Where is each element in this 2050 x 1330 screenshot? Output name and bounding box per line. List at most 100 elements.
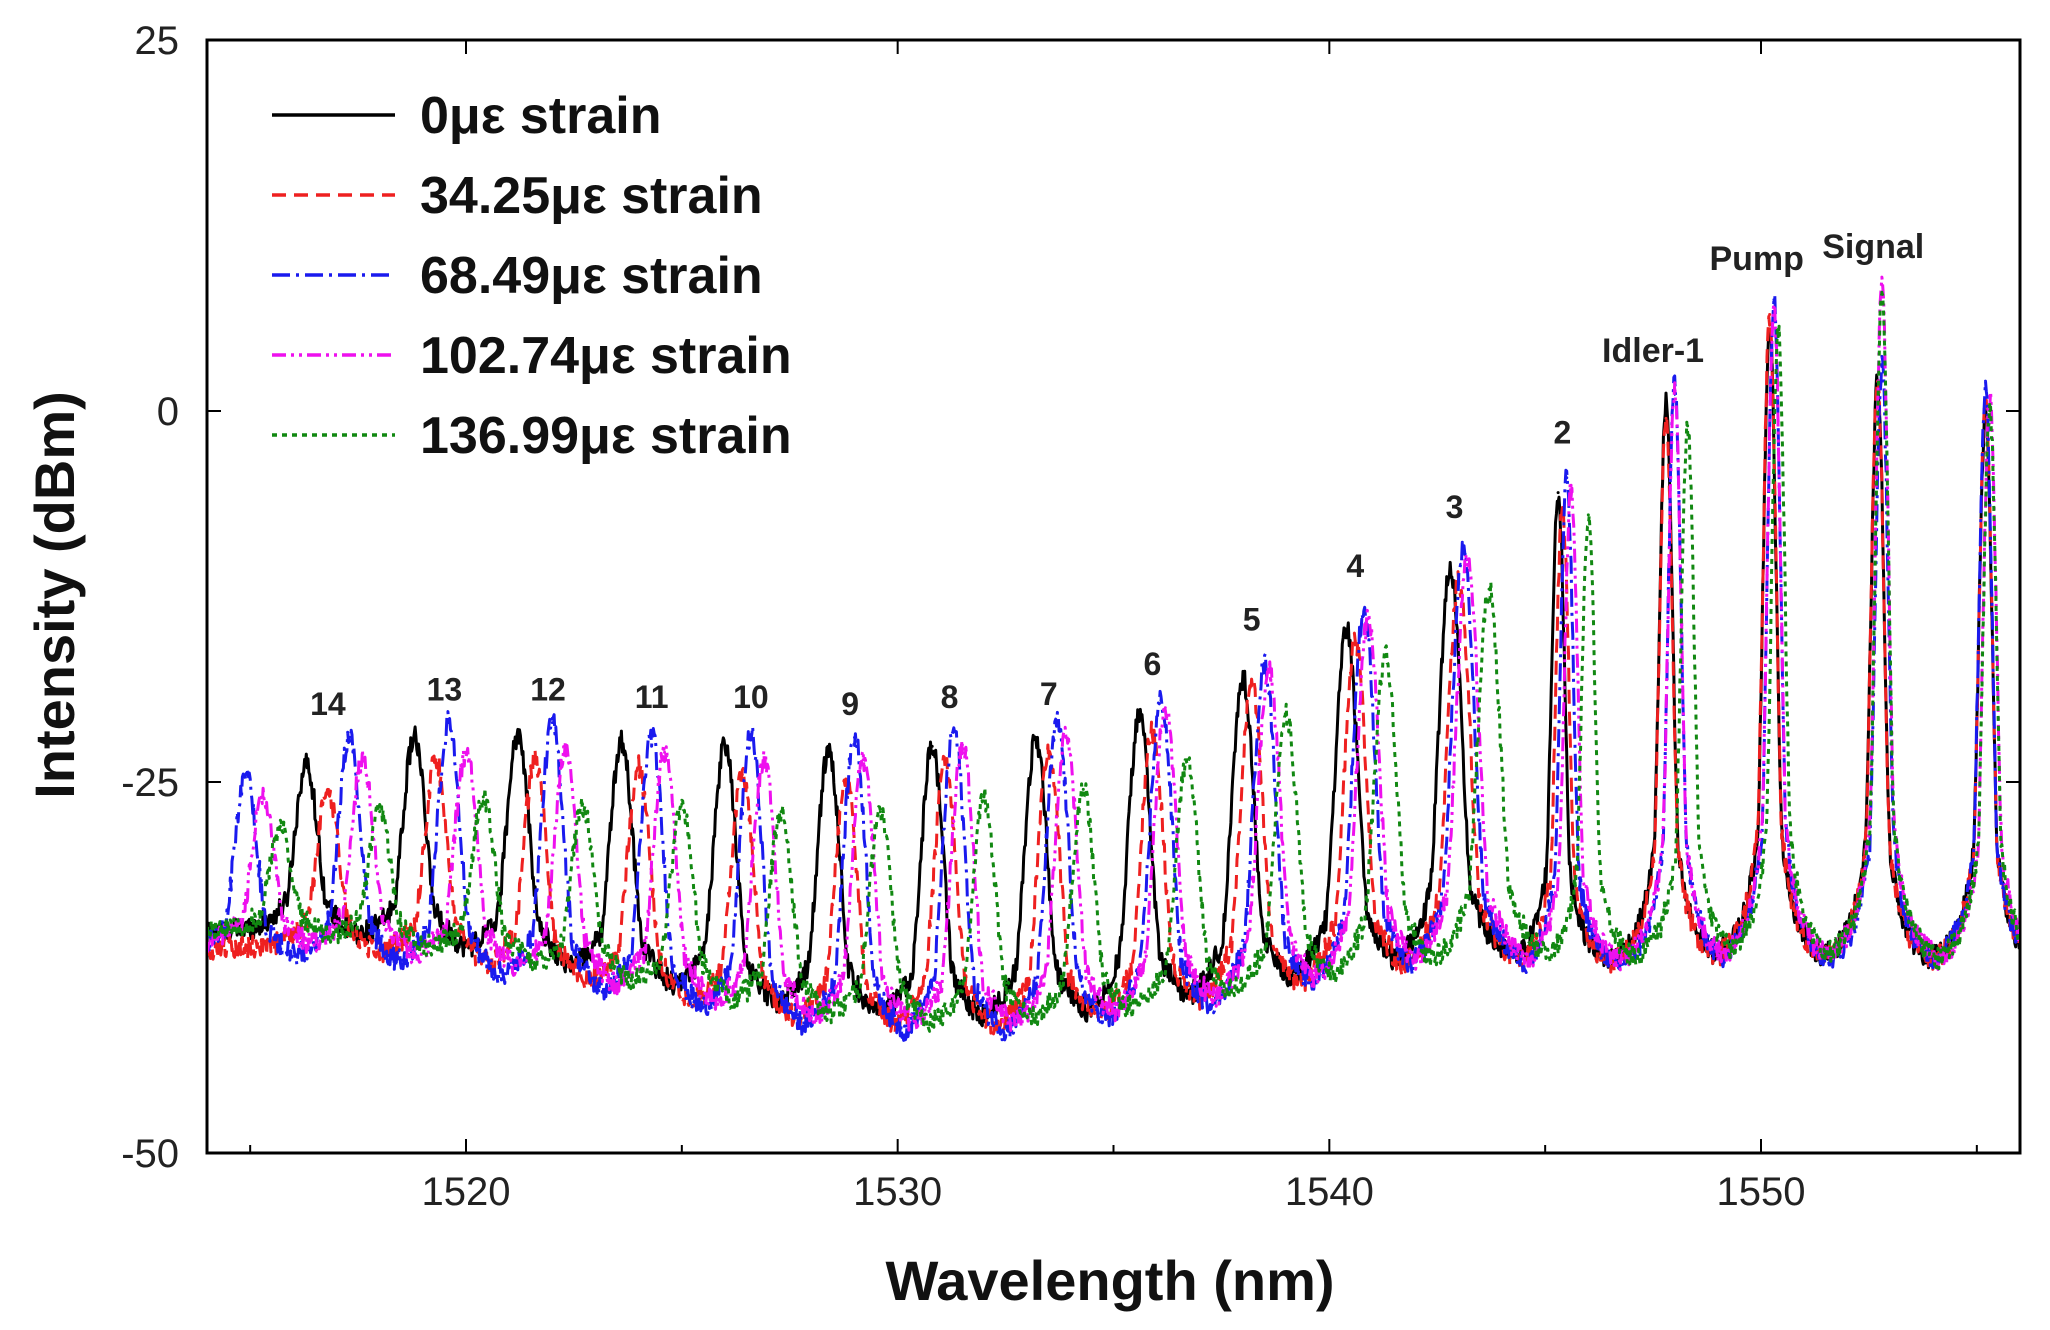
- y-tick-label: -50: [121, 1132, 179, 1176]
- peak-point: [844, 777, 848, 781]
- series-line-4: [208, 291, 2019, 1033]
- peak-point: [861, 758, 865, 762]
- x-tick-label: 1550: [1717, 1170, 1806, 1214]
- peak-point: [762, 758, 766, 762]
- peak-point: [360, 758, 364, 762]
- peak-annotation: 4: [1346, 548, 1364, 584]
- peak-point: [827, 747, 831, 751]
- peak-annotation: 12: [530, 671, 566, 707]
- peak-point: [1880, 364, 1884, 368]
- peak-point: [1880, 283, 1884, 287]
- peak-point: [533, 758, 537, 762]
- peak-point: [278, 825, 282, 829]
- legend: 0με strain 34.25με strain 68.49με strain 10…: [272, 87, 792, 465]
- peak-point: [1362, 609, 1366, 613]
- peak-annotation: 11: [635, 679, 669, 715]
- peak-point: [663, 750, 667, 754]
- peak-point: [1776, 327, 1780, 331]
- y-axis-title: Intensity (dBm): [23, 391, 86, 799]
- peak-point: [1150, 728, 1154, 732]
- peak-point: [1055, 721, 1059, 725]
- legend-label: 102.74με strain: [420, 327, 792, 385]
- peak-point: [779, 810, 783, 814]
- peak-point: [412, 735, 416, 739]
- peak-annotation: 10: [733, 679, 769, 715]
- peak-point: [1556, 491, 1560, 495]
- peak-point: [1880, 290, 1884, 294]
- legend-label: 136.99με strain: [420, 407, 792, 465]
- peak-point: [1263, 661, 1267, 665]
- peak-point: [481, 795, 485, 799]
- peak-point: [740, 773, 744, 777]
- peak-point: [1366, 617, 1370, 621]
- peak-point: [1241, 676, 1245, 680]
- peak-point: [1137, 713, 1141, 717]
- peak-point: [878, 810, 882, 814]
- legend-label: 68.49με strain: [420, 247, 763, 305]
- peak-point: [1064, 735, 1068, 739]
- peak-annotation: 13: [427, 671, 463, 707]
- peak-annotation: 9: [841, 686, 859, 722]
- peak-point: [982, 795, 986, 799]
- peak-point: [1673, 387, 1677, 391]
- peak-point: [1988, 394, 1992, 398]
- peak-point: [1487, 587, 1491, 591]
- peak-point: [1768, 313, 1772, 317]
- peak-annotation: Pump: [1709, 240, 1803, 278]
- peak-point: [1983, 387, 1987, 391]
- peak-point: [1159, 698, 1163, 702]
- peak-point: [1250, 684, 1254, 688]
- peak-point: [1267, 669, 1271, 673]
- peak-point: [1772, 305, 1776, 309]
- peak-point: [853, 735, 856, 739]
- peak-point: [680, 802, 684, 806]
- peak-point: [1383, 654, 1387, 658]
- peak-point: [244, 773, 248, 777]
- y-tick-label: -25: [121, 761, 179, 805]
- peak-point: [1448, 565, 1452, 569]
- peak-point: [943, 762, 947, 766]
- peak-point: [1569, 483, 1573, 487]
- peak-point: [581, 802, 585, 806]
- peak-point: [304, 762, 308, 766]
- x-tick-label: 1530: [853, 1170, 942, 1214]
- peak-point: [261, 795, 265, 799]
- peak-point: [378, 810, 382, 814]
- peak-point: [1353, 639, 1357, 643]
- peak-point: [464, 750, 468, 754]
- peak-point: [637, 765, 641, 769]
- y-tick-label: 25: [135, 19, 180, 63]
- peak-annotation: 14: [310, 686, 346, 722]
- peak-point: [347, 735, 351, 739]
- peak-point: [516, 733, 520, 737]
- peak-point: [1047, 750, 1051, 754]
- peak-point: [1163, 706, 1167, 710]
- x-tick-label: 1520: [422, 1170, 511, 1214]
- peak-point: [1664, 416, 1668, 420]
- peak-point: [1772, 298, 1776, 302]
- legend-label: 34.25με strain: [420, 167, 763, 225]
- peak-point: [723, 743, 727, 747]
- peak-point: [960, 743, 964, 747]
- peak-point: [326, 787, 330, 791]
- peak-point: [1686, 424, 1690, 428]
- peak-point: [1461, 550, 1465, 554]
- peak-point: [1345, 627, 1349, 631]
- peak-point: [1586, 513, 1590, 517]
- peak-annotation: 2: [1554, 415, 1572, 451]
- peak-point: [1034, 735, 1038, 739]
- peak-annotation: 6: [1143, 646, 1161, 682]
- peak-point: [1664, 402, 1668, 406]
- peak-point: [1465, 557, 1469, 561]
- peak-annotation: Idler-1: [1602, 332, 1704, 370]
- peak-point: [1988, 409, 1992, 413]
- peak-annotation: 8: [941, 679, 959, 715]
- peak-point: [930, 744, 934, 748]
- peak-annotation: 3: [1446, 489, 1464, 525]
- peak-point: [563, 750, 567, 754]
- peak-point: [650, 733, 654, 737]
- peak-annotation: Signal: [1822, 228, 1924, 266]
- peak-point: [1081, 787, 1085, 791]
- peak-point: [1185, 758, 1189, 762]
